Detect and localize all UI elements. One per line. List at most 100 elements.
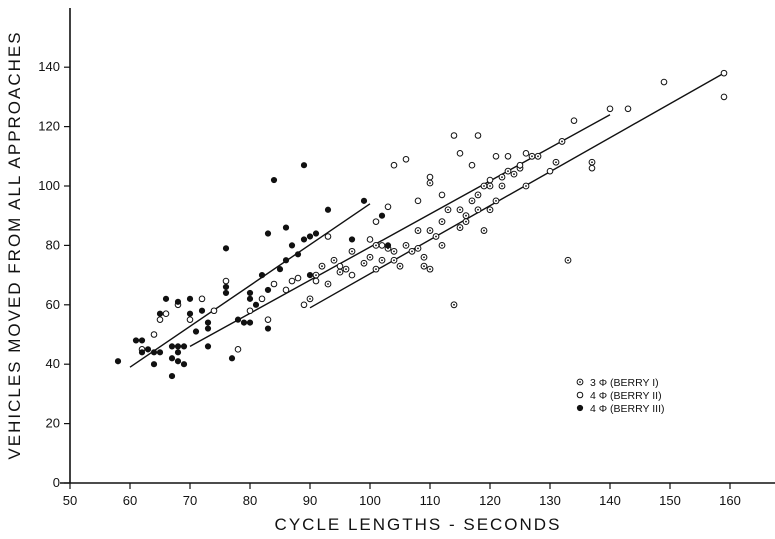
y-tick-label: 80 [46, 237, 60, 252]
data-point-center [477, 194, 479, 196]
data-point-center [465, 214, 467, 217]
x-tick-label: 80 [243, 493, 257, 508]
data-point-center [435, 235, 437, 238]
data-point [168, 355, 176, 362]
data-point [426, 227, 434, 234]
data-point-center [465, 220, 467, 223]
data-point [468, 161, 476, 169]
data-point [174, 298, 182, 305]
data-point [372, 265, 380, 273]
x-tick-label: 70 [183, 493, 197, 508]
data-point-center [333, 259, 335, 262]
data-point-center [393, 259, 395, 262]
data-point [348, 271, 356, 279]
data-point [186, 295, 194, 302]
data-point [456, 224, 464, 231]
data-point [414, 197, 422, 205]
data-point [294, 251, 302, 258]
y-tick-label: 20 [46, 416, 60, 431]
data-point [210, 307, 218, 315]
data-point [180, 361, 188, 368]
data-point [498, 182, 506, 190]
data-point [150, 349, 158, 356]
data-point-center [441, 220, 443, 223]
data-point [162, 310, 170, 318]
data-point-center [429, 268, 431, 271]
data-point-center [483, 229, 485, 232]
data-point [366, 253, 374, 261]
data-point-center [375, 268, 377, 271]
data-point [306, 233, 314, 240]
data-point-center [483, 185, 485, 187]
data-point [282, 286, 290, 294]
data-point [438, 218, 446, 226]
data-point-center [531, 155, 533, 158]
y-tick-label: 140 [38, 59, 60, 74]
x-tick-label: 100 [359, 493, 381, 508]
data-point-center [393, 250, 395, 253]
data-point [414, 244, 422, 252]
data-point-center [345, 268, 347, 271]
data-point [360, 197, 368, 204]
data-point [480, 227, 488, 234]
data-point-center [447, 208, 449, 211]
series-group [138, 69, 728, 353]
x-tick-label: 90 [303, 493, 317, 508]
data-point [180, 343, 188, 350]
data-point [588, 158, 596, 166]
data-point-center [429, 182, 431, 184]
data-point [420, 253, 428, 261]
data-point [264, 325, 272, 332]
data-point [342, 265, 350, 273]
data-point [234, 316, 242, 323]
data-point [258, 295, 266, 303]
data-point [306, 295, 314, 303]
fit-lines [129, 72, 725, 368]
data-point-center [555, 161, 557, 164]
data-point [486, 176, 494, 184]
data-point [486, 206, 494, 214]
y-tick-label: 100 [38, 178, 60, 193]
data-point-center [363, 262, 365, 265]
legend-label: 4 Φ (BERRY II) [590, 390, 662, 402]
data-point [426, 173, 434, 181]
data-point [246, 295, 254, 302]
data-point [240, 319, 248, 326]
data-point [252, 301, 260, 308]
data-point [474, 206, 482, 214]
x-tick-label: 60 [123, 493, 137, 508]
data-point [624, 105, 632, 113]
data-point [288, 277, 296, 285]
data-point [384, 242, 392, 249]
data-point [408, 247, 416, 255]
data-point [246, 307, 254, 315]
x-tick-label: 50 [63, 493, 77, 508]
x-tick-label: 120 [479, 493, 501, 508]
legend-marker [576, 404, 584, 412]
data-point [138, 337, 146, 344]
data-point [288, 242, 296, 249]
data-point-center [375, 244, 377, 247]
data-point [372, 242, 380, 249]
data-point [264, 316, 272, 323]
data-point [456, 206, 464, 214]
data-point-center [453, 303, 455, 306]
data-point [498, 173, 506, 181]
data-point [246, 289, 254, 297]
data-point [366, 236, 374, 243]
data-point [294, 274, 302, 282]
data-point [114, 358, 122, 365]
data-point [324, 206, 332, 213]
data-point [324, 233, 332, 240]
data-point [186, 316, 194, 323]
data-point [222, 245, 230, 252]
data-point-center [501, 185, 503, 187]
data-point [522, 150, 530, 157]
data-point-center [591, 161, 593, 164]
data-point [528, 152, 536, 160]
data-point [390, 247, 398, 255]
data-point [432, 233, 440, 240]
data-point [492, 153, 500, 160]
data-point [510, 170, 518, 178]
data-point [168, 343, 176, 350]
